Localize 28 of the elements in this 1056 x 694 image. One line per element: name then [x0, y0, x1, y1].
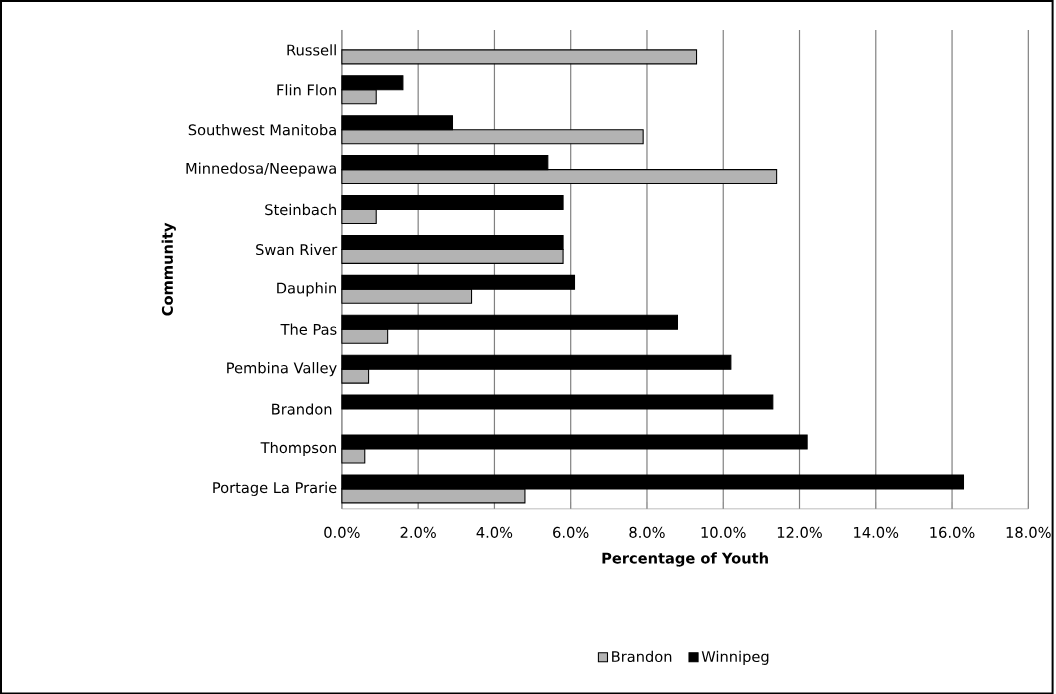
x-tick-label: 10.0%	[701, 526, 746, 538]
x-tick-label: 6.0%	[553, 526, 589, 538]
y-tick-label: Russell	[287, 44, 336, 56]
y-tick-label: Dauphin	[277, 282, 336, 297]
y-tick-label: Minnedosa/Neepawa	[186, 162, 336, 177]
y-axis-title: Community	[161, 222, 176, 316]
x-tick-label: 8.0%	[629, 526, 665, 538]
y-tick-label: Thompson	[260, 441, 336, 456]
y-tick-label: Steinbach	[265, 203, 336, 215]
x-tick-label: 18.0%	[1006, 526, 1051, 538]
legend-label: Winnipeg	[701, 650, 769, 665]
bar	[341, 49, 698, 65]
legend-label: Brandon	[612, 650, 672, 662]
x-tick-label: 2.0%	[400, 526, 436, 538]
y-tick-label: Flin Flon	[277, 83, 336, 96]
y-tick-label: Pembina Valley	[227, 361, 337, 377]
y-tick-label: Swan River	[256, 243, 338, 255]
y-tick-label: The Pas	[280, 323, 337, 335]
y-tick-label: Portage La Prarie	[213, 481, 337, 496]
x-tick-label: 14.0%	[854, 526, 899, 538]
y-tick-label: Southwest Manitoba	[188, 123, 336, 136]
y-tick-label: Brandon	[272, 403, 332, 415]
x-tick-label: 0.0%	[324, 526, 360, 538]
x-tick-label: 4.0%	[476, 526, 513, 538]
x-tick-label: 16.0%	[930, 526, 975, 538]
x-axis-title: Percentage of Youth	[602, 552, 768, 567]
x-tick-label: 12.0%	[777, 526, 822, 538]
bar	[341, 394, 774, 410]
